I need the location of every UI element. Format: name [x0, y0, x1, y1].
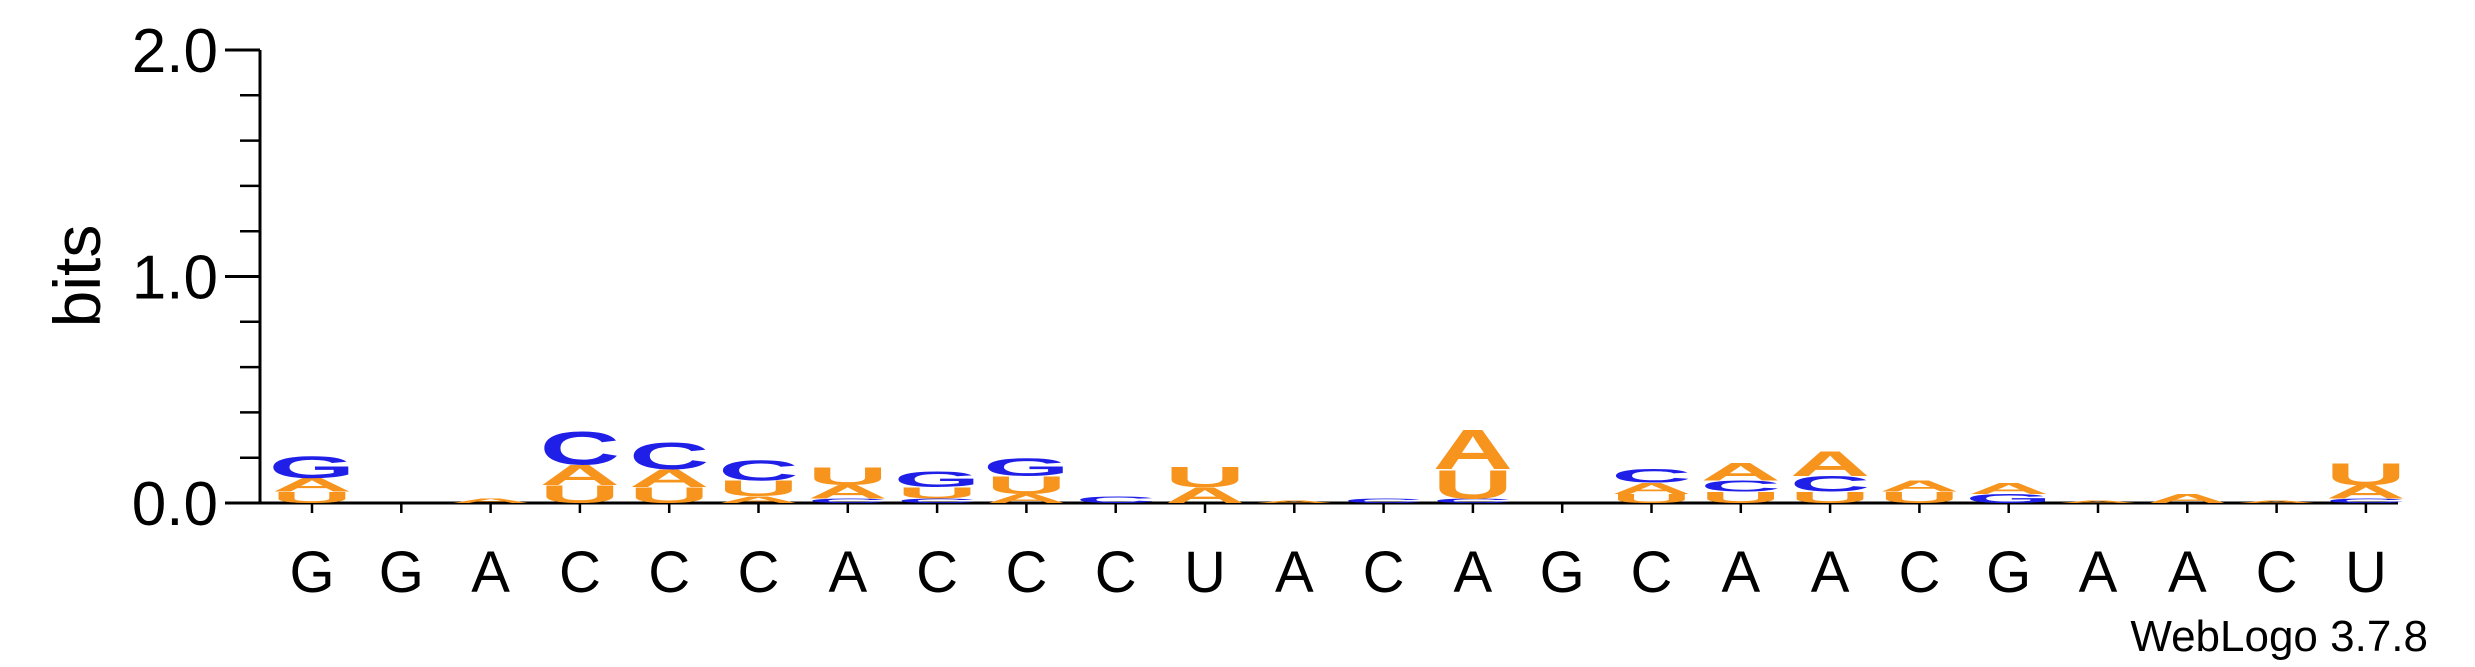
- logo-letter-a: A: [272, 475, 352, 496]
- x-tick-label: G: [289, 540, 334, 605]
- logo-letter-a: A: [986, 491, 1066, 505]
- logo-letter-a: A: [2326, 481, 2406, 502]
- x-tick-label: G: [379, 540, 424, 605]
- logo-letter-a: A: [1611, 480, 1691, 498]
- x-tick-label: C: [738, 540, 780, 605]
- logo-letter-g: G: [983, 453, 1069, 481]
- x-tick-label: U: [1184, 540, 1226, 605]
- x-tick-label: G: [1540, 540, 1585, 605]
- logo-letter-a: A: [1433, 417, 1513, 481]
- logo-letter-c: C: [1076, 494, 1156, 505]
- logo-letter-c: C: [629, 435, 709, 478]
- x-tick-label: C: [1363, 540, 1405, 605]
- logo-letter-c: C: [718, 455, 798, 487]
- logo-letter-a: A: [629, 465, 709, 493]
- logo-letter-a: A: [540, 460, 620, 492]
- x-tick-label: U: [2345, 540, 2387, 605]
- logo-letter-a: A: [1879, 477, 1959, 495]
- x-tick-label: C: [559, 540, 601, 605]
- x-tick-label: A: [1454, 540, 1493, 605]
- x-tick-label: A: [471, 540, 510, 605]
- logo-letter-c: C: [808, 497, 888, 504]
- x-tick-label: C: [1095, 540, 1137, 605]
- logo-letter-u: U: [1165, 462, 1245, 494]
- logo-letter-c: C: [1611, 465, 1691, 486]
- logo-letter-c: C: [1790, 471, 1870, 496]
- x-tick-label: A: [2079, 540, 2118, 605]
- logo-letter-u: U: [1433, 461, 1513, 507]
- x-tick-label: C: [1005, 540, 1047, 605]
- weblogo-credit: WebLogo 3.7.8: [2130, 612, 2428, 661]
- logo-letter-a: A: [2236, 500, 2316, 504]
- y-tick-label: 2.0: [132, 17, 218, 86]
- logo-letter-u: U: [272, 489, 352, 507]
- x-tick-label: C: [2256, 540, 2298, 605]
- x-tick-label: C: [1898, 540, 1940, 605]
- logo-letter-a: A: [2058, 500, 2138, 504]
- x-tick-label: C: [648, 540, 690, 605]
- logo-letter-a: A: [2147, 491, 2227, 505]
- logo-letter-g: G: [894, 467, 980, 492]
- logo-letter-a: A: [1254, 500, 1334, 504]
- logo-letter-a: A: [808, 481, 888, 502]
- x-tick-label: C: [1631, 540, 1673, 605]
- y-tick-label: 1.0: [132, 244, 218, 313]
- logo-letter-a: A: [1969, 480, 2049, 498]
- logo-letter-a: A: [718, 494, 798, 505]
- logo-letter-u: U: [1879, 489, 1959, 507]
- x-tick-label: G: [1986, 540, 2031, 605]
- logo-letter-c: C: [1433, 497, 1513, 504]
- x-tick-label: C: [916, 540, 958, 605]
- logo-letter-c: C: [2326, 497, 2406, 504]
- x-tick-label: A: [1721, 540, 1760, 605]
- logo-letter-u: U: [1701, 489, 1781, 507]
- x-tick-label: A: [1275, 540, 1314, 605]
- logo-letter-u: U: [897, 484, 977, 502]
- y-axis-label: bits: [40, 225, 114, 328]
- logo-letter-c: C: [540, 422, 620, 475]
- logo-letter-g: G: [1965, 491, 2051, 505]
- x-tick-label: A: [828, 540, 867, 605]
- logo-letter-c: C: [1343, 497, 1423, 504]
- logo-letter-c: C: [897, 497, 977, 504]
- logo-letter-g: G: [269, 450, 355, 485]
- logo-letter-u: U: [1611, 491, 1691, 505]
- logo-letter-u: U: [986, 471, 1066, 499]
- logo-letter-a: A: [450, 497, 530, 504]
- x-tick-label: A: [1811, 540, 1850, 605]
- logo-letter-u: U: [718, 476, 798, 501]
- y-ticks: 0.0 1.0 2.0: [132, 17, 260, 539]
- x-tick-label: A: [2168, 540, 2207, 605]
- y-tick-label: 0.0: [132, 470, 218, 539]
- logo-letter-a: A: [1701, 458, 1781, 486]
- logo-letter-u: U: [2326, 457, 2406, 492]
- logo-letter-c: C: [1701, 477, 1781, 495]
- logo-letter-a: A: [1790, 445, 1870, 484]
- logo-letter-u: U: [808, 462, 888, 490]
- logo-letter-u: U: [1790, 489, 1870, 507]
